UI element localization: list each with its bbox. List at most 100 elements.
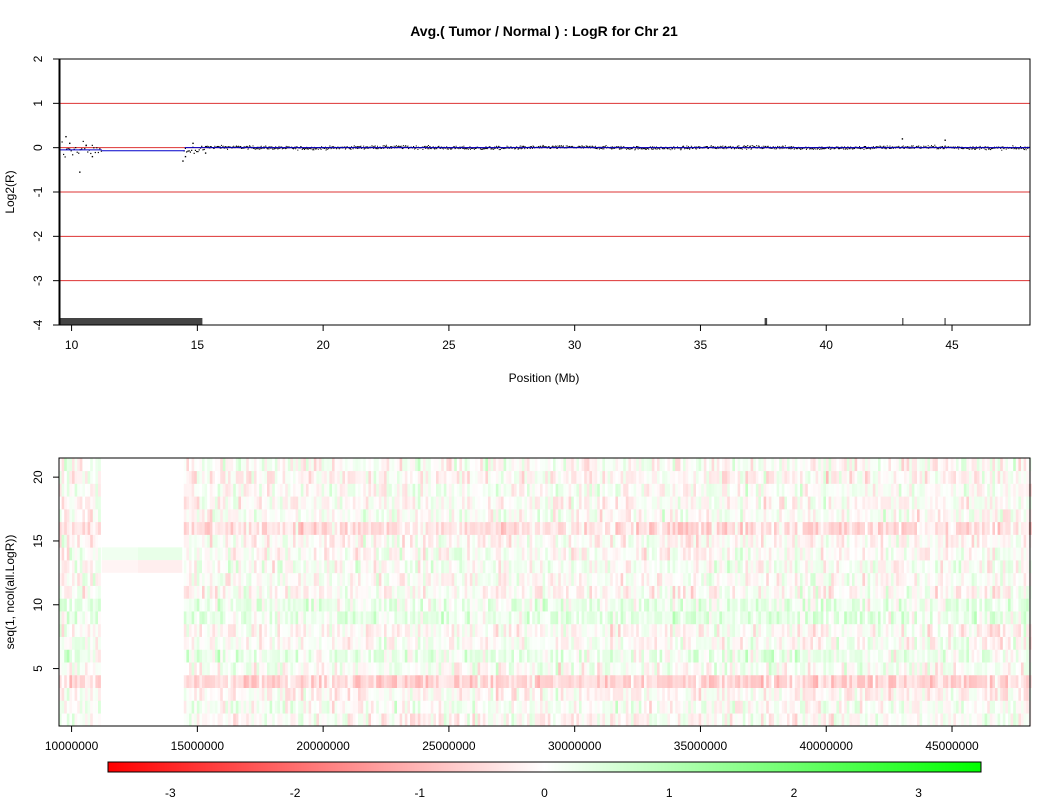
data-point: [801, 147, 803, 149]
data-point: [400, 146, 402, 148]
heatmap-cell: [584, 713, 588, 727]
heatmap-cell: [319, 611, 322, 625]
heatmap-cell: [714, 700, 718, 714]
heatmap-cell: [802, 611, 806, 625]
heatmap-cell: [319, 649, 322, 663]
data-point: [246, 145, 248, 147]
heatmap-cell: [391, 700, 395, 714]
heatmap-cell: [802, 636, 806, 650]
heatmap-cell: [259, 662, 263, 676]
heatmap-cell: [680, 598, 684, 612]
heatmap-cell: [914, 636, 918, 650]
heatmap-cell: [638, 687, 642, 701]
heatmap-cell: [875, 623, 879, 637]
data-point: [436, 148, 438, 150]
heatmap-cell: [651, 623, 655, 637]
heatmap-cell: [477, 623, 481, 637]
heatmap-cell: [295, 687, 299, 701]
heatmap-cell: [896, 611, 900, 625]
heatmap-cell: [282, 598, 286, 612]
heatmap-cell: [191, 674, 195, 689]
heatmap-cell: [352, 674, 356, 689]
heatmap-cell: [547, 713, 551, 727]
heatmap-cell: [334, 662, 338, 676]
heatmap-cell: [854, 674, 858, 689]
heatmap-cell: [485, 687, 489, 701]
heatmap-cell: [363, 687, 367, 701]
heatmap-cell: [246, 700, 250, 714]
heatmap-cell: [404, 611, 408, 625]
data-point: [543, 146, 545, 148]
data-point: [182, 160, 184, 162]
heatmap-cell: [932, 662, 936, 676]
heatmap-cell: [462, 649, 465, 663]
heatmap-cell: [368, 598, 372, 612]
data-point: [821, 146, 823, 148]
data-point: [247, 148, 249, 150]
heatmap-cell: [243, 674, 247, 689]
data-point: [433, 147, 435, 149]
heatmap-cell: [82, 687, 86, 701]
heatmap-cell: [685, 611, 689, 625]
heatmap-cell: [891, 649, 894, 663]
data-point: [1005, 148, 1007, 150]
top-y-axis-label: Log2(R): [3, 170, 17, 213]
heatmap-cell: [594, 623, 598, 637]
heatmap-cell: [719, 636, 723, 650]
heatmap-cell: [472, 700, 476, 714]
heatmap-cell: [576, 636, 580, 650]
data-point: [454, 148, 456, 150]
heatmap-cell: [768, 700, 772, 714]
heatmap-cell: [256, 713, 260, 727]
data-point: [960, 147, 962, 149]
heatmap-cell: [285, 674, 289, 689]
data-point: [329, 145, 331, 147]
heatmap-cell: [724, 662, 728, 676]
heatmap-cell: [641, 700, 645, 714]
heatmap-cell: [516, 649, 520, 663]
heatmap-cell: [649, 623, 653, 637]
heatmap-cell: [633, 662, 637, 676]
heatmap-cell: [865, 713, 868, 727]
heatmap-cell: [610, 611, 614, 625]
heatmap-cell: [469, 662, 473, 676]
heatmap-cell: [303, 598, 307, 612]
data-point: [206, 145, 208, 147]
data-point: [890, 147, 892, 149]
data-point: [90, 152, 92, 155]
heatmap-cell: [415, 598, 419, 612]
data-point: [494, 146, 496, 148]
data-point: [434, 148, 436, 150]
data-point: [530, 146, 532, 148]
heatmap-cell: [659, 611, 663, 625]
heatmap-cell: [898, 611, 902, 625]
data-point: [748, 146, 750, 148]
data-point: [510, 146, 512, 148]
heatmap-cell: [732, 649, 736, 663]
heatmap-cell: [748, 662, 751, 676]
heatmap-cell: [982, 674, 985, 689]
heatmap-cell: [72, 623, 75, 637]
heatmap-cell: [490, 687, 494, 701]
heatmap-cell: [735, 598, 738, 612]
data-point: [911, 145, 913, 147]
heatmap-cell: [558, 662, 562, 676]
heatmap-cell: [59, 674, 62, 689]
heatmap-cell: [703, 636, 707, 650]
heatmap-cell: [550, 700, 554, 714]
heatmap-cell: [641, 674, 645, 689]
heatmap-cell: [688, 713, 692, 727]
heatmap-cell: [1002, 623, 1006, 637]
heatmap-cell: [519, 700, 523, 714]
heatmap-cell: [235, 623, 239, 637]
heatmap-cell: [794, 674, 798, 689]
heatmap-cell: [407, 598, 411, 612]
data-point: [972, 146, 974, 148]
heatmap-cell: [290, 713, 294, 727]
heatmap-cell: [254, 636, 257, 650]
heatmap-cell: [893, 687, 897, 701]
heatmap-cell: [766, 713, 770, 727]
heatmap-cell: [1026, 713, 1030, 727]
heatmap-cell: [953, 623, 957, 637]
heatmap-cell: [446, 713, 450, 727]
